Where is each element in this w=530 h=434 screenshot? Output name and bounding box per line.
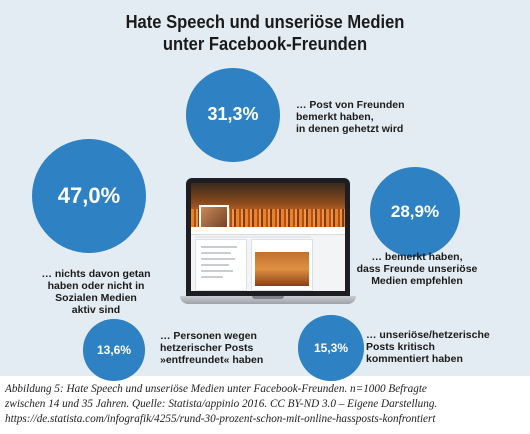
chart-title-line-2: unter Facebook-Freunden — [162, 34, 368, 54]
figure-caption: Abbildung 5: Hate Speech und unseriöse M… — [5, 382, 527, 427]
cover-flowers — [191, 209, 345, 227]
bubble-28-9: 28,9% — [370, 167, 460, 257]
sidebar-box — [195, 239, 247, 291]
laptop-illustration — [180, 178, 356, 308]
laptop-notch — [252, 296, 284, 299]
label-unserioese-medien: … bemerkt haben, dass Freunde unseriöse … — [356, 251, 478, 287]
infographic-panel: Hate Speech und unseriöse Medien unter F… — [0, 0, 530, 381]
feed-post — [251, 239, 313, 291]
bubble-value: 47,0% — [57, 183, 121, 208]
bubble-value: 13,6% — [96, 342, 131, 357]
label-nichts-davon: … nichts davon getan haben oder nicht in… — [41, 268, 151, 316]
caption-line-1: Abbildung 5: Hate Speech und unseriöse M… — [5, 383, 427, 395]
caption-line-3: https://de.statista.com/infografik/4255/… — [5, 413, 436, 425]
bubble-47-0: 47,0% — [32, 139, 146, 253]
bubble-value: 15,3% — [313, 340, 348, 355]
bubble-31-3: 31,3% — [186, 68, 280, 162]
feed-post-image — [255, 252, 309, 286]
chart-title-line-1: Hate Speech und unseriöse Medien — [125, 12, 405, 32]
post-composer — [195, 236, 311, 238]
bubble-value: 31,3% — [207, 104, 259, 125]
label-entfreundet: … Personen wegen hetzerischer Posts »ent… — [160, 330, 264, 366]
label-post-von-freunden: … Post von Freunden bemerkt haben, in de… — [296, 99, 405, 135]
caption-line-2: zwischen 14 und 35 Jahren. Quelle: Stati… — [5, 398, 438, 410]
laptop-base — [180, 296, 356, 304]
laptop-screen-frame — [186, 178, 350, 296]
bubble-13-6: 13,6% — [83, 319, 145, 381]
bubble-15-3: 15,3% — [298, 315, 364, 381]
bubble-value: 28,9% — [390, 201, 440, 221]
profile-navbar — [191, 227, 345, 235]
label-kritisch-kommentiert: … unseriöse/hetzerische Posts kritisch k… — [366, 329, 490, 365]
facebook-page-mockup — [191, 183, 345, 291]
